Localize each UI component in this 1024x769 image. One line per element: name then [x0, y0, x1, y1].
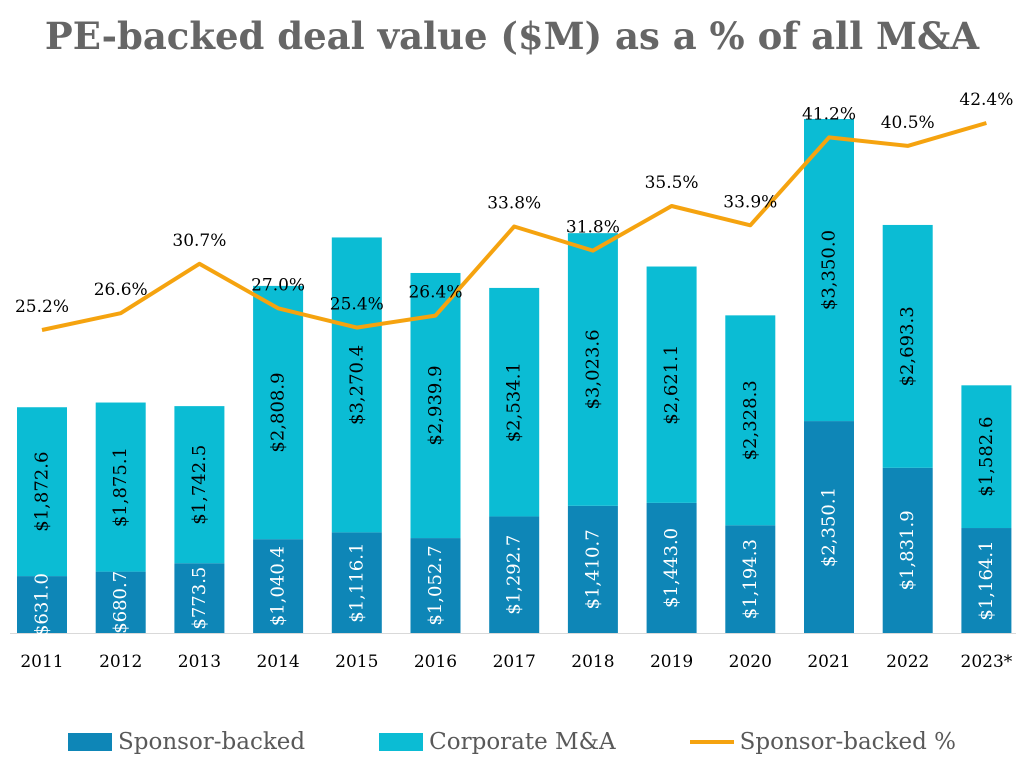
- chart-canvas: $631.0 $1,872.6 2011 $680.7 $1,875.1 2012 $773…: [10, 90, 1016, 672]
- bar-corporate-ma: [961, 385, 1012, 529]
- line-sponsor-backed-pct: [41, 121, 987, 332]
- bar-sponsor-backed: [725, 525, 776, 633]
- data-label-sponsor-backed-pct: 40.5%: [881, 113, 935, 133]
- bar-sponsor-backed: [410, 538, 461, 633]
- data-label-sponsor-backed-pct: 41.2%: [802, 104, 856, 124]
- legend-swatch-corporate-ma: [379, 733, 424, 751]
- data-label-corporate-ma: $1,875.1: [110, 447, 131, 527]
- data-label-corporate-ma: $2,808.9: [268, 372, 289, 452]
- x-tick-label: 2014: [256, 652, 299, 672]
- bar-sponsor-backed: [961, 528, 1012, 633]
- data-label-sponsor-backed: $1,116.1: [346, 543, 367, 623]
- bar-sponsor-backed: [95, 571, 146, 633]
- bar-sponsor-backed: [646, 502, 697, 633]
- legend-swatch-sponsor-backed: [68, 733, 112, 751]
- data-label-sponsor-backed-pct: 33.8%: [487, 194, 541, 214]
- data-label-corporate-ma: $3,270.4: [346, 345, 367, 425]
- data-label-corporate-ma: $2,621.1: [661, 345, 682, 425]
- data-label-sponsor-backed-pct: 31.8%: [566, 218, 620, 238]
- legend-label-sponsor-backed-pct: Sponsor-backed %: [739, 729, 956, 755]
- legend-label-corporate-ma: Corporate M&A: [429, 729, 616, 755]
- x-tick-label: 2021: [807, 652, 850, 672]
- bar-sponsor-backed: [17, 576, 67, 633]
- data-label-sponsor-backed: $773.5: [189, 567, 210, 630]
- chart-title: PE-backed deal value ($M) as a % of all …: [44, 14, 980, 58]
- data-label-sponsor-backed-pct: 27.0%: [251, 275, 305, 295]
- data-label-corporate-ma: $3,023.6: [582, 329, 603, 409]
- x-tick-label: 2017: [493, 652, 536, 672]
- data-label-sponsor-backed: $680.7: [110, 571, 131, 634]
- bar-sponsor-backed: [174, 563, 225, 633]
- data-label-corporate-ma: $2,328.3: [740, 380, 761, 460]
- data-label-sponsor-backed-pct: 42.4%: [959, 90, 1013, 110]
- legend-label-sponsor-backed: Sponsor-backed: [118, 729, 306, 755]
- x-tick-label: 2018: [571, 652, 614, 672]
- data-label-sponsor-backed: $1,040.4: [268, 546, 289, 626]
- legend-swatch-sponsor-backed-pct: [689, 740, 734, 744]
- data-label-sponsor-backed: $1,194.3: [740, 539, 761, 619]
- data-label-corporate-ma: $2,693.3: [897, 306, 918, 386]
- data-label-sponsor-backed: $2,350.1: [819, 487, 840, 567]
- bar-corporate-ma: [253, 285, 304, 540]
- data-label-corporate-ma: $1,742.5: [189, 445, 210, 525]
- bar-corporate-ma: [17, 407, 67, 577]
- chart-legend: Sponsor-backed Corporate M&A Sponsor-bac…: [0, 724, 1024, 760]
- bar-sponsor-backed: [567, 505, 618, 633]
- data-label-corporate-ma: $2,534.1: [504, 362, 525, 442]
- data-label-sponsor-backed: $1,052.7: [425, 545, 446, 625]
- data-label-sponsor-backed: $1,410.7: [582, 529, 603, 609]
- bar-corporate-ma: [646, 266, 697, 503]
- data-label-corporate-ma: $3,350.0: [819, 230, 840, 310]
- data-label-sponsor-backed-pct: 26.4%: [408, 283, 462, 303]
- data-label-sponsor-backed-pct: 30.7%: [172, 231, 226, 251]
- data-label-sponsor-backed-pct: 25.2%: [15, 297, 69, 317]
- data-label-sponsor-backed: $1,292.7: [504, 535, 525, 615]
- data-label-sponsor-backed: $1,443.0: [661, 528, 682, 608]
- bar-corporate-ma: [95, 402, 146, 572]
- x-tick-label: 2013: [178, 652, 221, 672]
- bar-corporate-ma: [725, 315, 776, 526]
- bar-sponsor-backed: [804, 421, 854, 633]
- data-label-corporate-ma: $1,582.6: [976, 417, 997, 497]
- data-label-sponsor-backed-pct: 35.5%: [645, 173, 699, 193]
- x-tick-label: 2020: [729, 652, 772, 672]
- bar-corporate-ma: [489, 287, 540, 517]
- x-tick-label: 2011: [20, 652, 63, 672]
- x-tick-label: 2016: [414, 652, 457, 672]
- data-label-sponsor-backed-pct: 25.4%: [330, 295, 384, 315]
- x-tick-label: 2023*: [961, 652, 1013, 672]
- x-tick-label: 2012: [99, 652, 142, 672]
- data-label-corporate-ma: $1,872.6: [32, 452, 53, 532]
- bar-sponsor-backed: [253, 539, 304, 633]
- bar-corporate-ma: [882, 224, 933, 468]
- bar-sponsor-backed: [331, 532, 382, 633]
- bar-corporate-ma: [331, 237, 382, 533]
- data-label-sponsor-backed-pct: 26.6%: [94, 280, 148, 300]
- bar-corporate-ma: [804, 119, 854, 422]
- legend-item-corporate-ma: Corporate M&A: [379, 729, 616, 755]
- bar-corporate-ma: [567, 233, 618, 506]
- data-label-sponsor-backed: $1,164.1: [976, 540, 997, 620]
- legend-item-sponsor-backed: Sponsor-backed: [68, 729, 305, 755]
- data-label-sponsor-backed: $1,831.9: [897, 510, 918, 590]
- legend-item-sponsor-backed-pct: Sponsor-backed %: [689, 729, 956, 755]
- data-label-sponsor-backed-pct: 33.9%: [723, 192, 777, 212]
- x-tick-label: 2019: [650, 652, 693, 672]
- x-tick-label: 2022: [886, 652, 929, 672]
- data-label-corporate-ma: $2,939.9: [425, 365, 446, 445]
- bar-sponsor-backed: [882, 467, 933, 633]
- bar-corporate-ma: [174, 406, 225, 564]
- data-label-sponsor-backed: $631.0: [32, 573, 53, 636]
- bar-sponsor-backed: [489, 516, 540, 633]
- x-tick-label: 2015: [335, 652, 378, 672]
